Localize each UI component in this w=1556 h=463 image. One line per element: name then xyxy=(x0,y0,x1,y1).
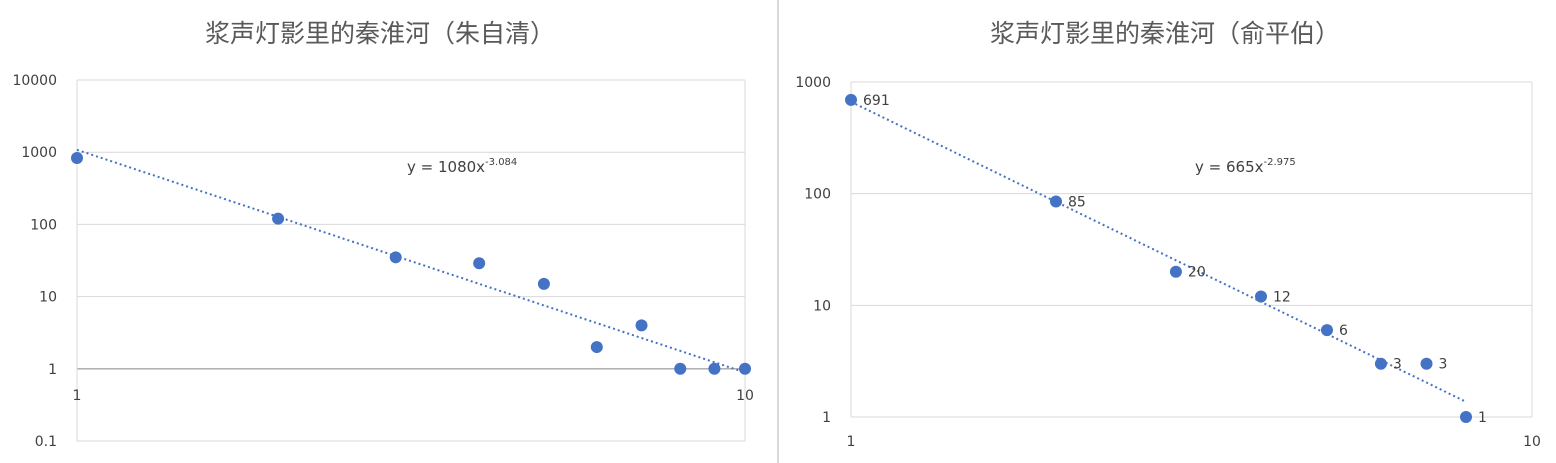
data-point xyxy=(71,152,83,165)
trendline-equation-exponent: -2.975 xyxy=(1264,157,1296,168)
data-label: 691 xyxy=(863,93,890,109)
chart-right-svg: 浆声灯影里的秦淮河（俞平伯） 1 10 100 1000 1 10 y = 665x-2.97… xyxy=(795,19,1541,450)
y-tick-label: 10 xyxy=(813,298,831,314)
data-label: 1 xyxy=(1478,410,1487,426)
y-tick-label: 10000 xyxy=(12,73,57,89)
chart-divider xyxy=(777,0,779,463)
y-tick-label: 1000 xyxy=(21,145,57,161)
data-point xyxy=(1374,357,1387,370)
data-point xyxy=(1050,195,1063,208)
trendline-equation: y = 665x-2.975 xyxy=(1195,157,1296,176)
data-point xyxy=(590,341,603,354)
data-label: 85 xyxy=(1068,195,1086,211)
x-tick-label: 10 xyxy=(1523,434,1541,450)
y-tick-label: 10 xyxy=(39,290,57,306)
data-point xyxy=(1320,324,1333,337)
data-point xyxy=(272,212,285,225)
data-point xyxy=(1460,411,1473,423)
data-point xyxy=(473,257,486,270)
y-tick-label: 1000 xyxy=(795,75,831,91)
data-label: 20 xyxy=(1188,265,1206,281)
trendline xyxy=(850,100,1467,403)
data-point xyxy=(389,251,402,264)
y-tick-label: 1 xyxy=(822,410,831,426)
trendline-equation: y = 1080x-3.084 xyxy=(407,157,517,176)
data-point xyxy=(635,319,648,332)
y-tick-label: 0.1 xyxy=(35,434,57,450)
chart-title: 浆声灯影里的秦淮河（俞平伯） xyxy=(990,19,1340,48)
data-point xyxy=(674,362,687,375)
data-point xyxy=(845,93,857,106)
y-tick-label: 100 xyxy=(804,187,831,203)
x-tick-label: 1 xyxy=(847,434,856,450)
data-label: 6 xyxy=(1339,323,1348,339)
data-point xyxy=(708,362,721,375)
trendline xyxy=(76,148,746,374)
trendline-equation-base: y = 665x xyxy=(1195,158,1264,176)
data-point xyxy=(1255,290,1268,303)
data-label: 3 xyxy=(1439,357,1448,373)
chart-right: 浆声灯影里的秦淮河（俞平伯） 1 10 100 1000 1 10 y = 665x-2.97… xyxy=(780,0,1556,463)
data-point xyxy=(739,362,751,375)
trendline-equation-exponent: -3.084 xyxy=(485,157,517,168)
x-tick-label: 1 xyxy=(73,388,82,404)
y-tick-label: 100 xyxy=(30,217,57,233)
data-point xyxy=(537,277,550,290)
y-tick-label: 1 xyxy=(48,362,57,378)
data-label: 3 xyxy=(1393,357,1402,373)
trendline-equation-base: y = 1080x xyxy=(407,158,485,176)
data-point xyxy=(1169,265,1182,278)
chart-left: 浆声灯影里的秦淮河（朱自清） 0.1 1 10 100 1000 10000 1 10 y = 1… xyxy=(0,0,777,463)
chart-title: 浆声灯影里的秦淮河（朱自清） xyxy=(205,19,555,48)
x-tick-label: 10 xyxy=(736,388,754,404)
data-point xyxy=(1420,357,1433,370)
chart-left-svg: 浆声灯影里的秦淮河（朱自清） 0.1 1 10 100 1000 10000 1 10 y = 1… xyxy=(12,19,754,450)
data-label: 12 xyxy=(1273,289,1291,305)
